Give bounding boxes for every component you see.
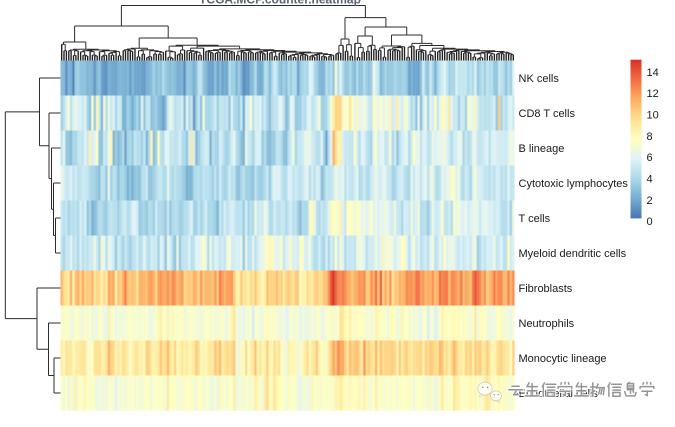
svg-text:2: 2	[647, 195, 653, 207]
svg-text:Monocytic lineage: Monocytic lineage	[519, 353, 607, 365]
svg-text:8: 8	[647, 131, 653, 143]
svg-text:0: 0	[647, 216, 653, 228]
svg-text:NK cells: NK cells	[519, 73, 560, 85]
svg-text:Fibroblasts: Fibroblasts	[519, 283, 573, 295]
svg-text:12: 12	[647, 88, 659, 100]
svg-text:14: 14	[647, 67, 659, 79]
svg-text:Cytotoxic lymphocytes: Cytotoxic lymphocytes	[519, 178, 629, 190]
svg-text:T cells: T cells	[519, 213, 551, 225]
svg-text:6: 6	[647, 152, 653, 164]
svg-text:B lineage: B lineage	[519, 143, 565, 155]
svg-text:TCGA.MCP.counter.heatmap: TCGA.MCP.counter.heatmap	[199, 0, 361, 6]
svg-text:Neutrophils: Neutrophils	[519, 318, 575, 330]
svg-text:4: 4	[647, 174, 653, 186]
svg-text:10: 10	[647, 110, 659, 122]
svg-text:CD8 T cells: CD8 T cells	[519, 108, 576, 120]
svg-text:Myeloid dendritic cells: Myeloid dendritic cells	[519, 248, 627, 260]
